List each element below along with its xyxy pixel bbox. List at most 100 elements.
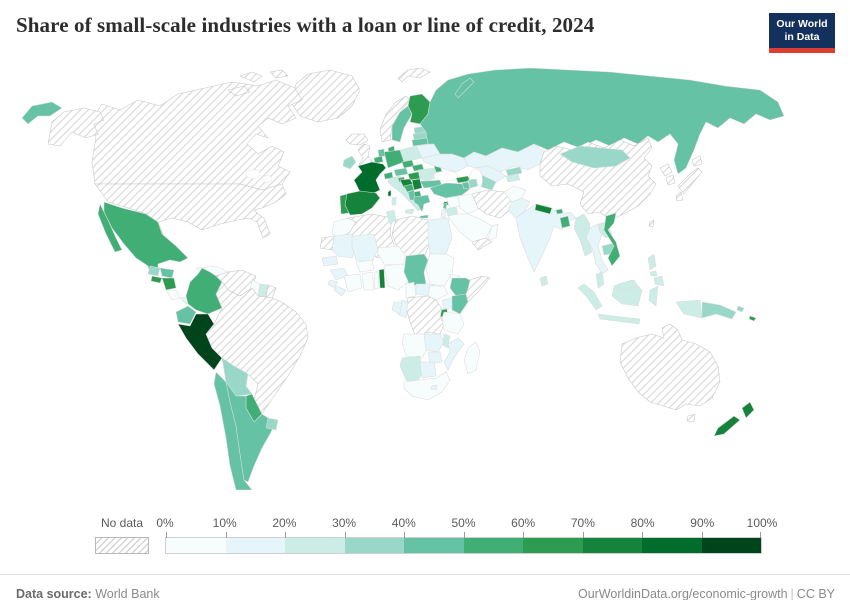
- country-bangladesh[interactable]: [559, 215, 571, 229]
- country-italy-sardinia[interactable]: [391, 196, 397, 206]
- legend-color-bin-2[interactable]: [285, 538, 345, 553]
- country-greenland[interactable]: [290, 69, 361, 123]
- country-madagascar[interactable]: [463, 341, 481, 375]
- country-zimbabwe[interactable]: [427, 351, 443, 365]
- country-el-salvador[interactable]: [150, 275, 163, 284]
- country-kenya[interactable]: [451, 293, 469, 315]
- country-japan-kyushu[interactable]: [675, 191, 684, 202]
- country-peru[interactable]: [177, 313, 223, 371]
- country-alaska[interactable]: [47, 107, 105, 147]
- country-south-africa[interactable]: [403, 371, 451, 401]
- country-botswana[interactable]: [419, 361, 437, 379]
- legend-color-bin-1[interactable]: [225, 538, 285, 553]
- country-canada[interactable]: [89, 79, 303, 191]
- legend-no-data-swatch[interactable]: [95, 537, 149, 554]
- country-indonesia-papua[interactable]: [675, 299, 703, 319]
- country-vietnam[interactable]: [603, 212, 621, 267]
- country-germany[interactable]: [383, 149, 405, 169]
- country-ghana[interactable]: [361, 271, 375, 291]
- legend-color-bin-0[interactable]: [166, 538, 226, 553]
- country-iceland[interactable]: [345, 133, 369, 146]
- country-norway[interactable]: [379, 95, 411, 143]
- country-sudan[interactable]: [425, 253, 455, 287]
- country-azerbaijan[interactable]: [467, 178, 479, 189]
- country-russia-novaya-zemlya[interactable]: [454, 77, 475, 99]
- owid-logo[interactable]: Our World in Data: [769, 13, 835, 53]
- country-zambia[interactable]: [423, 333, 445, 353]
- country-ecuador[interactable]: [175, 305, 197, 325]
- country-new-zealand-south[interactable]: [713, 415, 741, 437]
- country-mauritania[interactable]: [331, 233, 357, 259]
- country-argentina[interactable]: [225, 381, 277, 483]
- country-western-sahara[interactable]: [319, 235, 335, 251]
- country-togo[interactable]: [373, 271, 380, 290]
- country-philippines-luzon[interactable]: [647, 253, 657, 271]
- legend-color-bin-9[interactable]: [701, 538, 761, 553]
- country-mozambique[interactable]: [443, 337, 465, 371]
- country-nepal[interactable]: [534, 203, 553, 215]
- country-canada-arctic-3[interactable]: [269, 69, 289, 79]
- country-cameroon[interactable]: [405, 281, 417, 299]
- country-north-korea[interactable]: [659, 163, 673, 177]
- country-png-new-britain[interactable]: [736, 305, 745, 313]
- country-serbia[interactable]: [411, 178, 423, 191]
- country-italy-sicily[interactable]: [404, 208, 415, 215]
- legend-color-bin-3[interactable]: [344, 538, 404, 553]
- country-russia-chukotka[interactable]: [21, 101, 63, 125]
- country-netherlands[interactable]: [377, 148, 386, 158]
- country-mali[interactable]: [351, 233, 379, 263]
- country-indonesia-sumatra[interactable]: [577, 283, 603, 311]
- country-lesotho[interactable]: [430, 384, 438, 391]
- country-australia[interactable]: [619, 323, 721, 411]
- country-mexico-baja[interactable]: [97, 203, 123, 253]
- country-austria[interactable]: [393, 167, 409, 177]
- country-senegal[interactable]: [321, 255, 339, 267]
- country-guatemala[interactable]: [147, 265, 161, 277]
- country-tanzania[interactable]: [441, 311, 465, 335]
- country-somalia[interactable]: [465, 275, 491, 303]
- country-portugal[interactable]: [339, 193, 350, 215]
- country-mexico[interactable]: [103, 201, 189, 275]
- country-canada-arctic-2[interactable]: [239, 71, 263, 83]
- country-svalbard[interactable]: [397, 67, 431, 83]
- country-japan-honshu[interactable]: [677, 167, 703, 195]
- country-uruguay[interactable]: [265, 417, 279, 431]
- country-mongolia[interactable]: [559, 145, 631, 169]
- country-australia-tasmania[interactable]: [686, 413, 696, 423]
- country-malaysia-peninsula[interactable]: [595, 271, 605, 289]
- country-south-korea[interactable]: [665, 174, 676, 186]
- legend-color-bin-5[interactable]: [463, 538, 523, 553]
- country-france[interactable]: [353, 161, 387, 195]
- legend-no-data[interactable]: No data: [95, 516, 149, 554]
- country-sri-lanka[interactable]: [539, 275, 549, 287]
- country-bhutan[interactable]: [555, 208, 564, 215]
- country-benin[interactable]: [378, 268, 386, 289]
- country-philippines-mindanao[interactable]: [653, 275, 665, 287]
- country-indonesia-sulawesi[interactable]: [648, 285, 659, 307]
- country-malaysia-borneo[interactable]: [617, 279, 639, 291]
- country-sweden[interactable]: [391, 105, 413, 143]
- country-liberia[interactable]: [333, 285, 347, 297]
- legend-color-bin-8[interactable]: [642, 538, 702, 553]
- country-burkina-faso[interactable]: [355, 259, 375, 273]
- country-greece[interactable]: [413, 194, 431, 213]
- country-spain[interactable]: [343, 190, 381, 216]
- country-french-guiana[interactable]: [265, 284, 277, 299]
- country-ivory-coast[interactable]: [343, 273, 363, 293]
- country-canada-arctic-1[interactable]: [227, 85, 251, 97]
- legend-color-bin-7[interactable]: [582, 538, 642, 553]
- country-namibia[interactable]: [399, 355, 423, 385]
- legend-color-bin-4[interactable]: [404, 538, 464, 553]
- country-myanmar[interactable]: [573, 213, 593, 257]
- country-south-sudan[interactable]: [427, 285, 449, 301]
- country-belgium[interactable]: [373, 155, 384, 164]
- country-turkey[interactable]: [429, 182, 471, 199]
- country-greece-crete[interactable]: [419, 214, 429, 219]
- country-costa-rica[interactable]: [165, 289, 181, 301]
- country-tajikistan[interactable]: [505, 173, 521, 183]
- owid-url-link[interactable]: OurWorldinData.org/economic-growth: [577, 587, 788, 600]
- country-drc[interactable]: [405, 295, 445, 341]
- country-japan-hokkaido[interactable]: [691, 155, 703, 167]
- country-saudi-arabia[interactable]: [447, 213, 493, 243]
- country-france-corsica[interactable]: [387, 189, 392, 197]
